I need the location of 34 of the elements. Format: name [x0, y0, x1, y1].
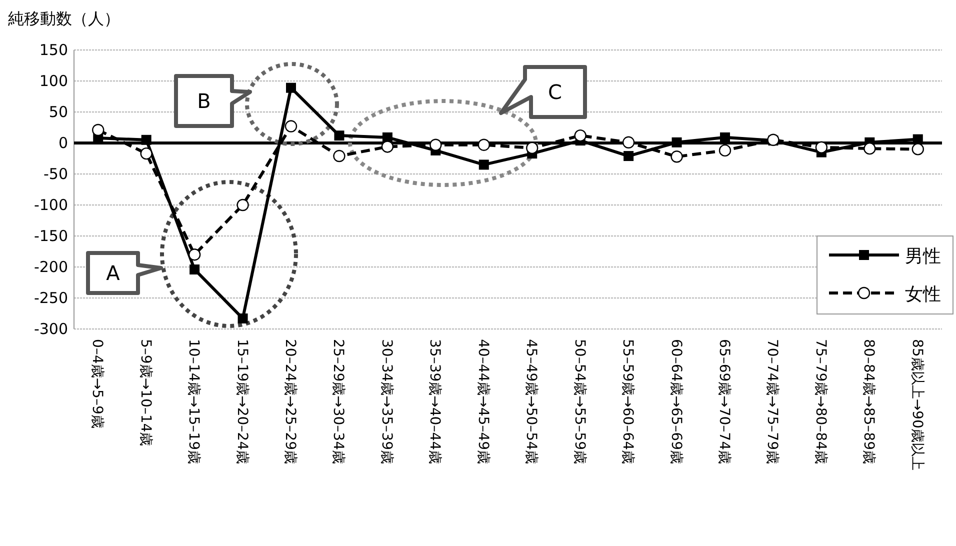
y-tick-label: 50	[48, 103, 68, 121]
y-tick-label: -50	[44, 165, 68, 183]
x-tick-label: 0–4歳→5–9歳	[89, 339, 106, 428]
y-tick-label: 100	[39, 72, 68, 90]
x-tick-label: 35–39歳→40–44歳	[426, 339, 443, 464]
y-tick-label: -200	[34, 258, 68, 276]
y-tick-label: -150	[34, 227, 68, 245]
x-tick-label: 5–9歳→10–14歳	[137, 339, 154, 446]
y-tick-label: 150	[39, 41, 68, 59]
annotation: B	[197, 89, 211, 113]
x-tick-label: 70–74歳→75–79歳	[764, 339, 780, 464]
annotation: A	[106, 261, 120, 285]
x-tick-label: 60–64歳→65–69歳	[668, 339, 684, 464]
y-tick-label: 0	[58, 134, 68, 152]
x-tick-label: 80–84歳→85–89歳	[860, 339, 877, 464]
x-tick-label: 50–54歳→55–59歳	[571, 339, 588, 464]
x-tick-label: 25–29歳→30–34歳	[330, 339, 346, 464]
x-tick-label: 20–24歳→25–29歳	[282, 339, 298, 464]
x-tick-label: 85歳以上→90歳以上	[908, 339, 925, 470]
x-tick-label: 40–44歳→45–49歳	[474, 339, 491, 464]
legend-label: 男性	[905, 246, 941, 267]
annotation: C	[548, 80, 562, 104]
x-tick-label: 10–14歳→15–19歳	[186, 339, 202, 464]
legend-label: 女性	[905, 284, 941, 305]
x-tick-label: 15–19歳→20–24歳	[234, 339, 250, 464]
x-tick-label: 55–59歳→60–64歳	[620, 339, 636, 464]
x-tick-label: 45–49歳→50–54歳	[523, 339, 540, 464]
x-tick-label: 30–34歳→35–39歳	[378, 339, 394, 464]
y-tick-label: -100	[34, 196, 68, 214]
x-tick-label: 75–79歳→80–84歳	[812, 339, 828, 464]
y-tick-label: -300	[34, 320, 68, 338]
y-axis-title: 純移動数（人）	[8, 9, 120, 28]
x-tick-label: 65–69歳→70–74歳	[716, 339, 732, 464]
y-tick-label: -250	[34, 289, 68, 307]
